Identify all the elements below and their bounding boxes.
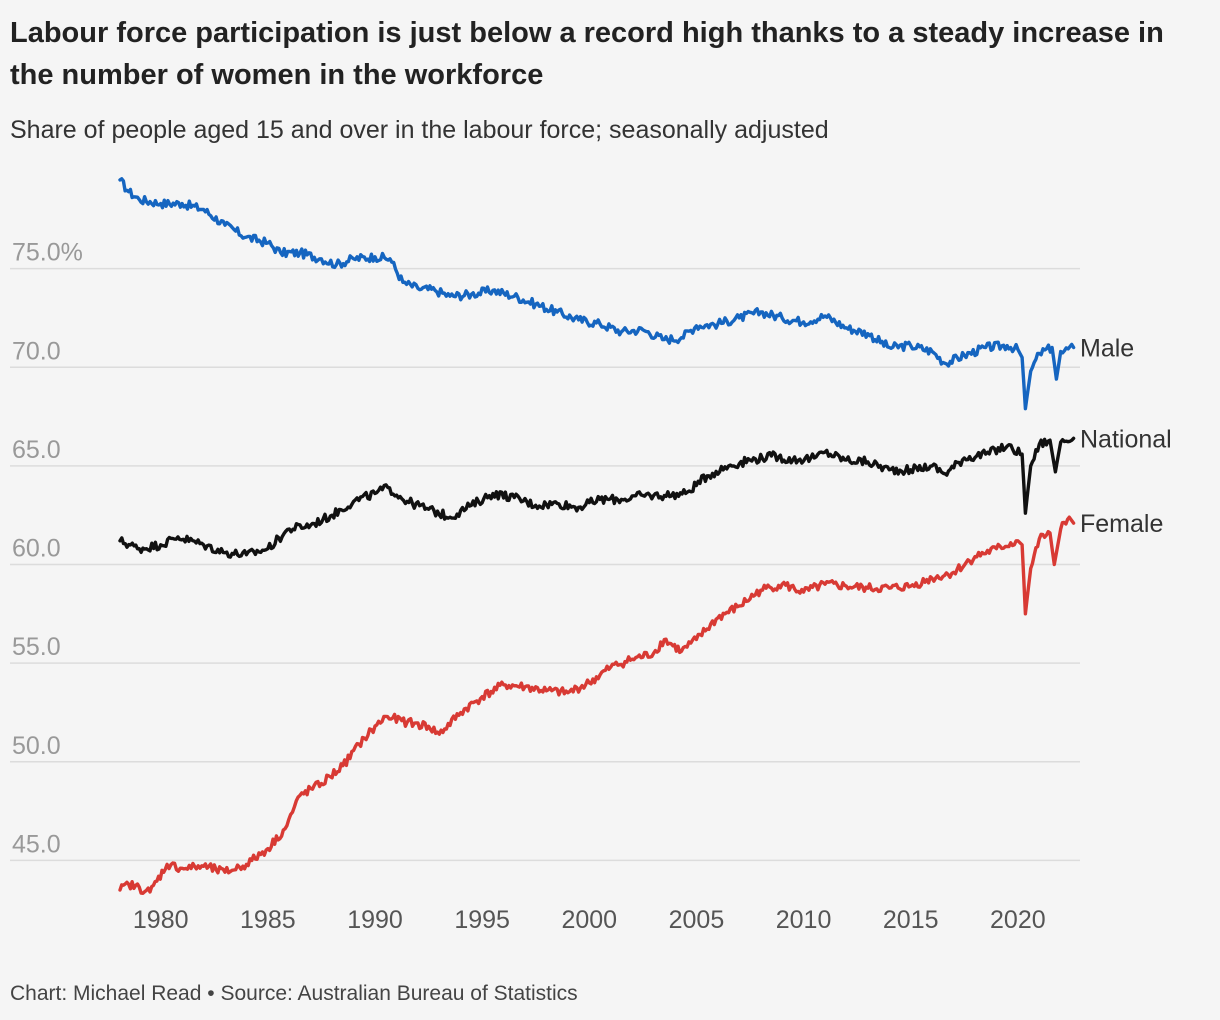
y-tick-label: 50.0	[12, 732, 61, 760]
series-line-female	[118, 515, 1076, 895]
y-tick-label: 55.0	[12, 633, 61, 661]
separator-bullet: •	[207, 982, 215, 1005]
y-tick-label: 75.0%	[12, 239, 83, 267]
series-label-national: National	[1080, 425, 1172, 453]
chart-title: Labour force participation is just below…	[10, 17, 1164, 91]
y-axis-ticks: 45.0 50.0 55.0 60.0 65.0 70.0 75.0%	[12, 239, 83, 859]
x-tick-label: 2020	[990, 906, 1046, 934]
x-tick-label: 2010	[776, 906, 832, 934]
x-axis-ticks: 1980 1985 1990 1995 2000 2005 2010 2015 2020	[133, 906, 1046, 934]
chart-footer: Chart: Michael Read • Source: Australian…	[10, 980, 578, 1008]
x-tick-label: 1990	[347, 906, 403, 934]
credit-text: Chart: Michael Read	[10, 982, 202, 1005]
source-text: Source: Australian Bureau of Statistics	[220, 982, 578, 1005]
x-tick-label: 2015	[883, 906, 939, 934]
chart-subtitle: Share of people aged 15 and over in the …	[10, 116, 829, 144]
y-tick-label: 45.0	[12, 830, 61, 858]
y-tick-label: 60.0	[12, 535, 61, 563]
series-line-national	[118, 436, 1076, 559]
series-label-female: Female	[1080, 510, 1163, 538]
series-line-male	[118, 177, 1076, 411]
series-labels: Male National Female	[1080, 335, 1172, 539]
series-lines	[118, 177, 1076, 895]
y-tick-label: 65.0	[12, 436, 61, 464]
x-tick-label: 1985	[240, 906, 296, 934]
gridlines	[10, 267, 1080, 862]
x-tick-label: 1980	[133, 906, 189, 934]
series-label-male: Male	[1080, 335, 1134, 363]
x-tick-label: 2000	[561, 906, 617, 934]
x-tick-label: 1995	[454, 906, 510, 934]
line-chart: 45.050.055.060.065.070.075.0% 1980 1985 19…	[10, 177, 1172, 934]
x-tick-label: 2005	[669, 906, 725, 934]
y-tick-label: 70.0	[12, 337, 61, 365]
